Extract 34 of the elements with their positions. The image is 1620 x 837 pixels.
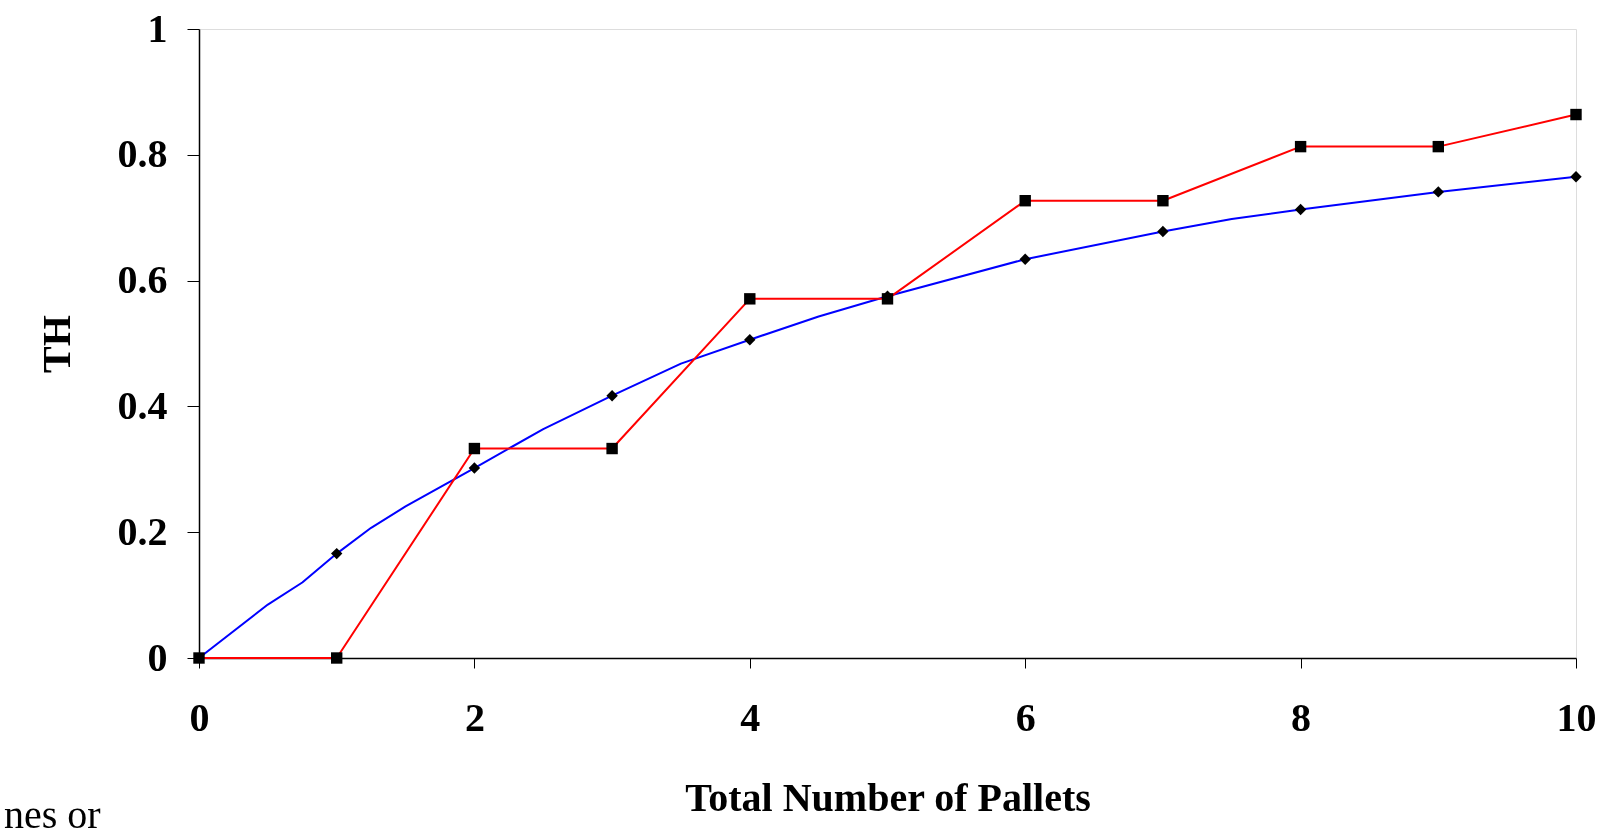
x-tick-label: 2: [464, 694, 485, 740]
point: [606, 442, 618, 455]
text: nes or: [4, 792, 101, 837]
y-axis-title: TH: [33, 315, 79, 373]
point: [1294, 203, 1307, 216]
point: [1570, 171, 1582, 183]
y-tick-label: 0: [147, 634, 168, 680]
y-tick-label: 1: [147, 5, 168, 51]
point: [1570, 108, 1582, 121]
point: [468, 442, 481, 455]
point: [1019, 195, 1031, 207]
point: [1019, 253, 1031, 265]
y-tick-label: 0.8: [117, 131, 168, 177]
x-tick-label: 8: [1291, 694, 1312, 740]
point: [744, 334, 756, 346]
point: [1432, 186, 1444, 198]
y-tick-label: 0.4: [117, 382, 168, 428]
point: [744, 293, 756, 305]
x-tick-label: 4: [740, 694, 761, 740]
y-tick-label: 0.6: [117, 257, 168, 303]
point: [606, 390, 618, 402]
y-tick-label: 0.2: [117, 508, 168, 554]
point: [1432, 140, 1444, 153]
x-tick-label: 0: [189, 694, 210, 740]
x-tick-label: 10: [1556, 694, 1597, 740]
point: [1294, 140, 1307, 153]
point: [468, 462, 481, 474]
point: [331, 652, 343, 664]
point: [331, 547, 343, 560]
x-tick-label: 6: [1015, 694, 1036, 740]
point: [1157, 225, 1169, 238]
point: [193, 652, 205, 664]
point: [1157, 195, 1169, 207]
x-axis-title: Total Number of Pallets: [685, 774, 1091, 820]
